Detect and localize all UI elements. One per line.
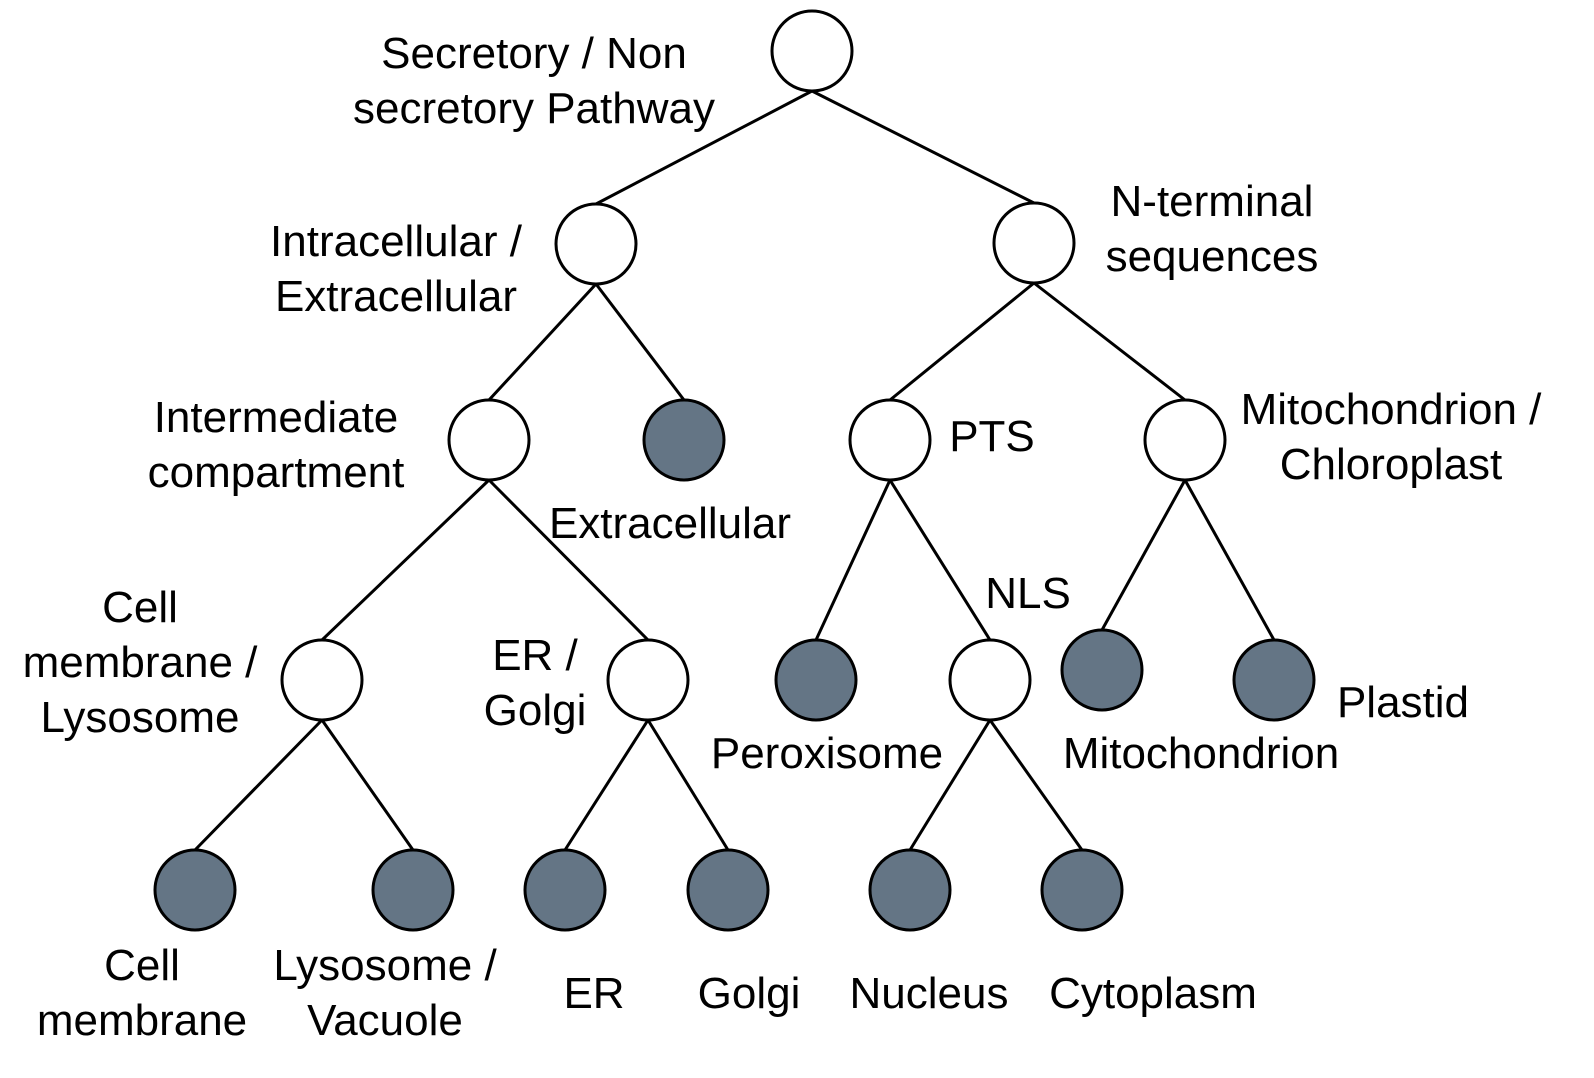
label-line: PTS xyxy=(949,412,1035,461)
node-mitochondrion xyxy=(1060,628,1144,712)
label-lysosome-vacuole: Lysosome / Vacuole xyxy=(273,941,497,1045)
label-line: Golgi xyxy=(484,686,587,735)
edge-mito_chloro-to-plastid xyxy=(1183,479,1276,641)
label-mitochondrion: Mitochondrion xyxy=(1063,729,1339,778)
node-er xyxy=(523,848,607,932)
label-line: Plastid xyxy=(1337,678,1469,727)
label-cellmem-lyso: Cell membrane / Lysosome xyxy=(23,583,259,742)
label-intra-extra: Intracellular / Extracellular xyxy=(270,217,523,321)
label-line: Mitochondrion / xyxy=(1241,385,1543,434)
edge-intra_extra-to-intermediate xyxy=(487,282,598,402)
edge-nls-to-nucleus xyxy=(908,719,992,851)
label-cell-membrane: Cell membrane xyxy=(37,941,247,1045)
node-cytoplasm xyxy=(1040,848,1124,932)
label-er-golgi: ER / Golgi xyxy=(484,631,587,735)
node-plastid xyxy=(1232,638,1316,722)
label-line: membrane / xyxy=(23,638,259,687)
label-nls: NLS xyxy=(985,569,1071,618)
label-line: compartment xyxy=(148,448,405,497)
edge-er_golgi-to-golgi xyxy=(646,719,730,851)
node-n-terminal xyxy=(992,201,1076,285)
label-line: Golgi xyxy=(698,969,801,1018)
label-er: ER xyxy=(563,969,624,1018)
label-line: Secretory / Non xyxy=(381,29,687,78)
edge-intra_extra-to-extracellular xyxy=(594,283,686,401)
edge-root-to-intra_extra xyxy=(595,89,813,206)
node-er-golgi xyxy=(606,638,690,722)
edge-mito_chloro-to-mitochondrion xyxy=(1100,479,1187,631)
node-root xyxy=(770,9,854,93)
label-intermediate: Intermediate compartment xyxy=(148,393,405,497)
label-line: Mitochondrion xyxy=(1063,729,1339,778)
label-line: NLS xyxy=(985,569,1071,618)
edge-pts-to-peroxisome xyxy=(814,479,892,641)
edge-root-to-n_terminal xyxy=(811,89,1035,205)
label-mito-chloro: Mitochondrion / Chloroplast xyxy=(1241,385,1543,489)
node-nls xyxy=(948,638,1032,722)
edge-n_terminal-to-mito_chloro xyxy=(1033,281,1186,402)
label-n-terminal: N-terminal sequences xyxy=(1106,177,1319,281)
label-line: Lysosome / xyxy=(273,941,497,990)
node-mito-chloro xyxy=(1143,398,1227,482)
label-nucleus: Nucleus xyxy=(850,969,1009,1018)
label-line: secretory Pathway xyxy=(353,84,715,133)
edge-intermediate-to-er_golgi xyxy=(487,478,650,642)
edge-er_golgi-to-er xyxy=(563,719,650,851)
edge-intermediate-to-cellmem_lyso xyxy=(320,478,491,642)
node-lysosome-vacuole xyxy=(371,848,455,932)
label-extracellular: Extracellular xyxy=(549,499,791,548)
label-pts: PTS xyxy=(949,412,1035,461)
label-line: Extracellular xyxy=(275,272,517,321)
tree-labels: Secretory / Non secretory Pathway Intracel… xyxy=(23,29,1543,1045)
tree-edges xyxy=(193,89,1276,852)
label-line: Lysosome xyxy=(41,693,240,742)
tree-nodes xyxy=(153,9,1316,932)
label-line: Intracellular / xyxy=(270,217,523,266)
label-line: Nucleus xyxy=(850,969,1009,1018)
node-golgi xyxy=(686,848,770,932)
node-intra-extra xyxy=(554,202,638,286)
edge-n_terminal-to-pts xyxy=(889,281,1035,402)
label-line: Cell xyxy=(102,583,178,632)
edge-nls-to-cytoplasm xyxy=(988,719,1084,851)
label-line: Vacuole xyxy=(307,996,463,1045)
node-peroxisome xyxy=(774,638,858,722)
label-line: Intermediate xyxy=(154,393,399,442)
edge-pts-to-nls xyxy=(888,479,992,641)
label-plastid: Plastid xyxy=(1337,678,1469,727)
label-line: Chloroplast xyxy=(1280,440,1503,489)
label-line: ER / xyxy=(492,631,578,680)
node-intermediate xyxy=(447,398,531,482)
label-root: Secretory / Non secretory Pathway xyxy=(353,29,715,133)
node-cell-membrane xyxy=(153,848,237,932)
label-line: ER xyxy=(563,969,624,1018)
node-extracellular xyxy=(642,398,726,482)
node-pts xyxy=(848,398,932,482)
edge-cellmem_lyso-to-lysosome_vacuole xyxy=(320,719,415,851)
label-cytoplasm: Cytoplasm xyxy=(1049,969,1257,1018)
edge-cellmem_lyso-to-cell_membrane xyxy=(193,718,324,852)
label-line: Cell xyxy=(104,941,180,990)
label-line: Peroxisome xyxy=(711,729,943,778)
label-line: membrane xyxy=(37,996,247,1045)
node-cellmem-lyso xyxy=(280,638,364,722)
label-line: N-terminal xyxy=(1111,177,1314,226)
label-peroxisome: Peroxisome xyxy=(711,729,943,778)
label-line: Extracellular xyxy=(549,499,791,548)
label-line: Cytoplasm xyxy=(1049,969,1257,1018)
label-line: sequences xyxy=(1106,232,1319,281)
node-nucleus xyxy=(868,848,952,932)
label-golgi: Golgi xyxy=(698,969,801,1018)
